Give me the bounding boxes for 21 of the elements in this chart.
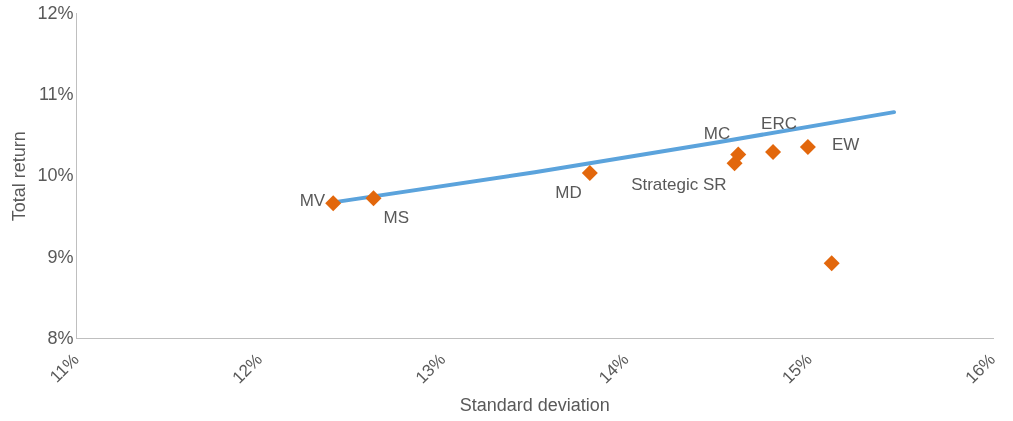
annotation: EW [831,134,860,154]
annotation: Strategic SR [631,175,727,195]
y-tick-label: 8% [47,327,74,348]
y-tick-label: 11% [38,84,74,105]
point [581,165,598,182]
annotation: MV [299,190,326,210]
point [765,143,782,160]
annotation: MD [555,182,582,202]
point [325,195,342,212]
annotation: MC [703,124,731,144]
y-tick-label: 9% [47,246,74,267]
y-tick-label: 10% [37,165,74,186]
annotation: MS [383,207,410,227]
y-tick-label: 12% [37,2,74,23]
y-axis-title: Total return [8,131,29,222]
x-axis-title: Standard deviation [459,395,610,416]
point [823,255,840,272]
point [799,139,816,156]
annotation: ERC [761,113,797,133]
point [730,146,747,163]
point [365,190,382,207]
